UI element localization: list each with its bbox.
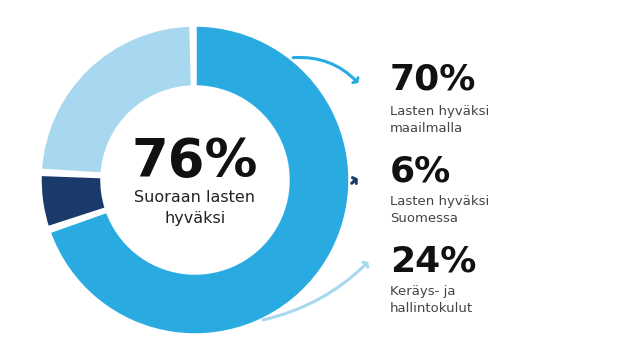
- Wedge shape: [40, 25, 193, 174]
- Text: Keräys- ja
hallintokulut: Keräys- ja hallintokulut: [390, 285, 473, 315]
- Text: 6%: 6%: [390, 155, 451, 189]
- Wedge shape: [40, 174, 106, 228]
- Text: Lasten hyväksi
maailmalla: Lasten hyväksi maailmalla: [390, 105, 489, 135]
- Wedge shape: [49, 25, 350, 335]
- Text: Suoraan lasten
hyväksi: Suoraan lasten hyväksi: [134, 190, 255, 226]
- Text: 70%: 70%: [390, 63, 476, 97]
- Text: 24%: 24%: [390, 245, 476, 279]
- Text: 76%: 76%: [132, 136, 258, 188]
- Text: Lasten hyväksi
Suomessa: Lasten hyväksi Suomessa: [390, 195, 489, 225]
